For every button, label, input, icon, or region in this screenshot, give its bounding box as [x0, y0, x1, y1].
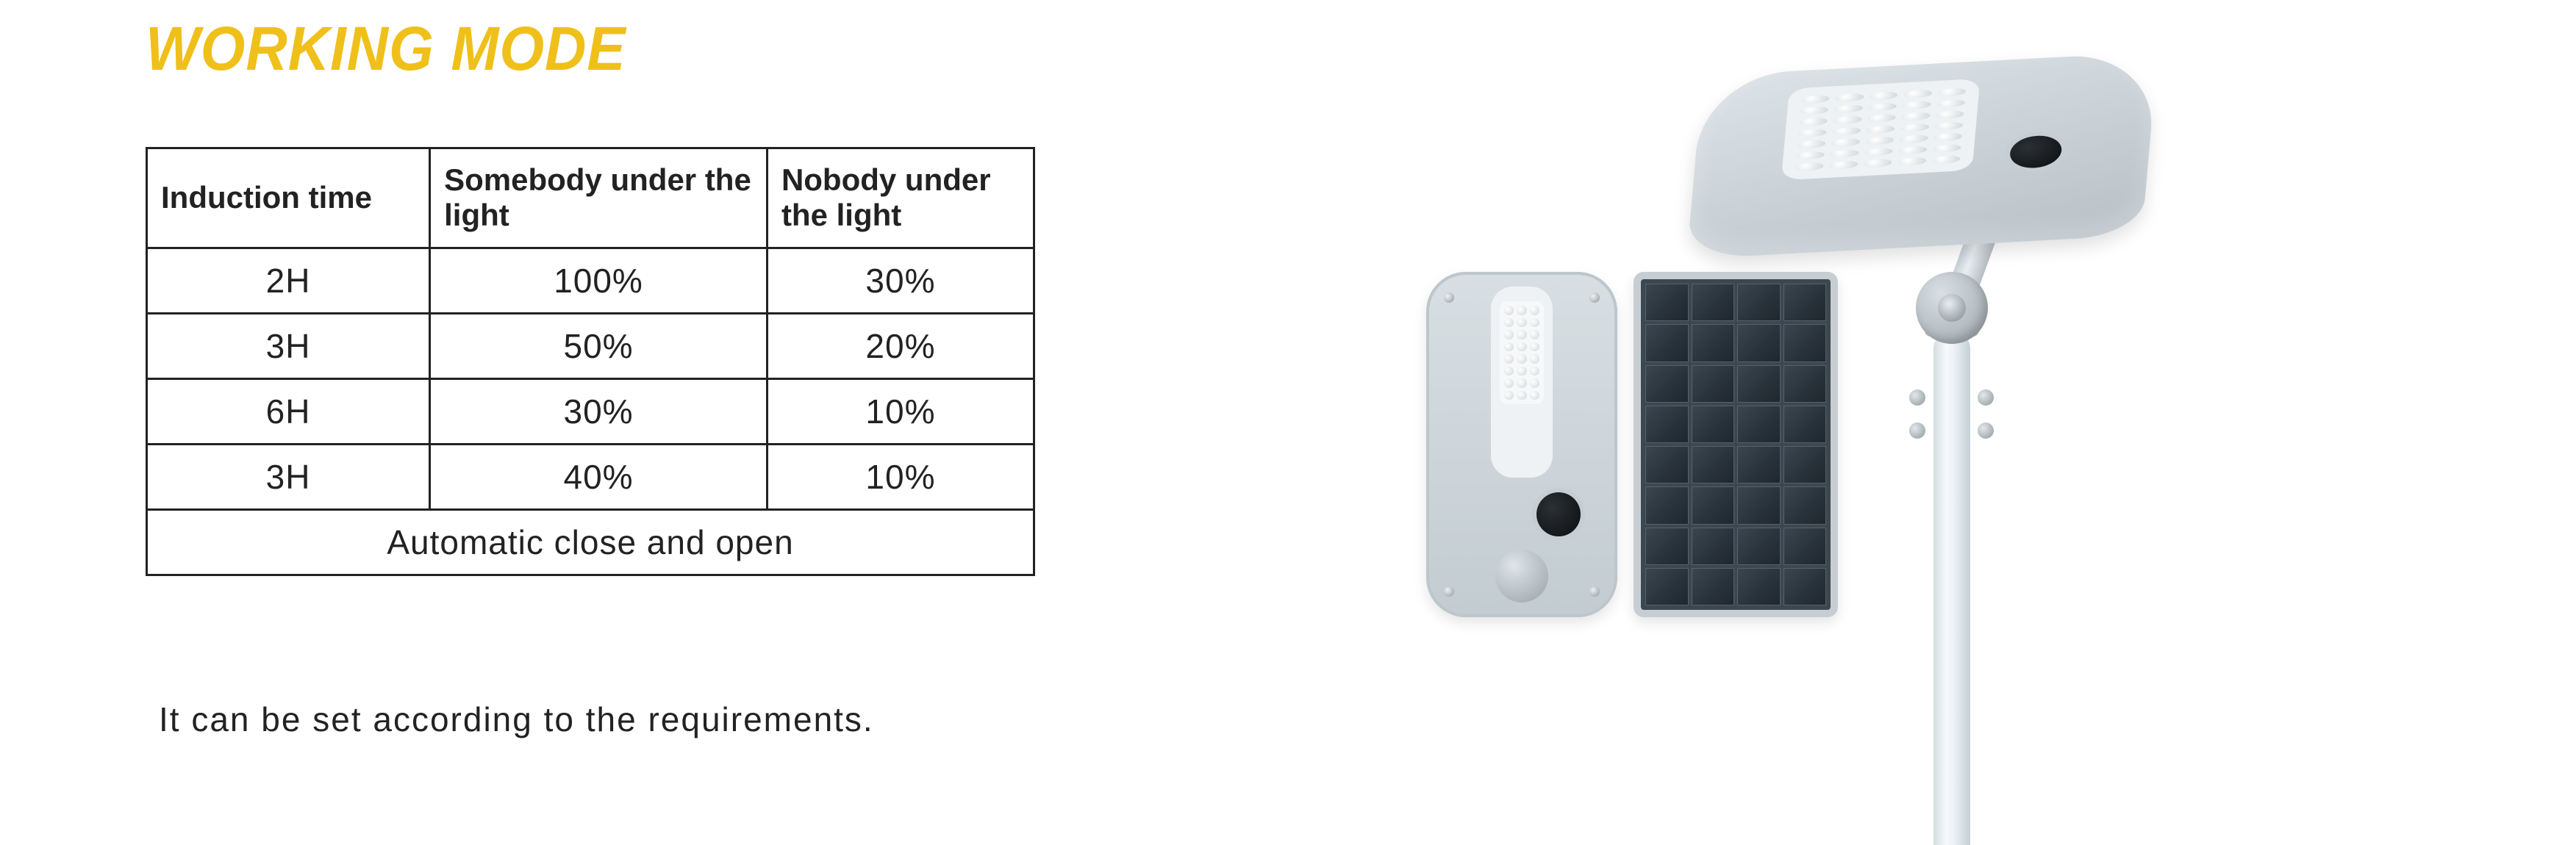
cell-time: 3H: [147, 444, 430, 509]
cell-nobody: 30%: [767, 248, 1034, 313]
table-header-row: Induction time Somebody under the light …: [147, 148, 1034, 248]
cell-time: 2H: [147, 248, 430, 313]
col-header-induction-time: Induction time: [147, 148, 430, 248]
lamp-front-view: [1426, 272, 1617, 617]
cell-somebody: 100%: [430, 248, 768, 313]
pole-bolt: [1909, 389, 1925, 406]
mount-hinge: [1495, 550, 1548, 603]
product-illustration: [1397, 0, 2500, 805]
table-row: 3H 50% 20%: [147, 313, 1034, 378]
screw-icon: [1444, 586, 1454, 597]
lamp-led-array: [1781, 79, 1981, 180]
table-row: 6H 30% 10%: [147, 378, 1034, 444]
table-caption: It can be set according to the requireme…: [159, 700, 874, 739]
screw-icon: [1589, 292, 1600, 303]
mount-bracket: [1916, 272, 1988, 344]
table-footer-row: Automatic close and open: [147, 509, 1034, 575]
working-mode-table: Induction time Somebody under the light …: [146, 147, 1035, 576]
lamp-front-led-array: [1500, 301, 1544, 404]
page: WORKING MODE Induction time Somebody und…: [0, 0, 2576, 805]
cell-somebody: 40%: [430, 444, 768, 509]
cell-time: 6H: [147, 378, 430, 444]
col-header-somebody: Somebody under the light: [430, 148, 768, 248]
pir-sensor-icon: [1536, 492, 1581, 536]
screw-icon: [1589, 586, 1600, 597]
section-heading: WORKING MODE: [146, 13, 626, 84]
cell-somebody: 30%: [430, 378, 768, 444]
working-mode-table-wrap: Induction time Somebody under the light …: [146, 147, 1035, 576]
pole-bolt: [1909, 422, 1925, 439]
table-row: 2H 100% 30%: [147, 248, 1034, 313]
cell-somebody: 50%: [430, 313, 768, 378]
col-header-nobody: Nobody under the light: [767, 148, 1034, 248]
table-row: 3H 40% 10%: [147, 444, 1034, 509]
solar-panel: [1634, 272, 1838, 617]
lamp-pole: [1933, 331, 1970, 845]
cell-nobody: 20%: [767, 313, 1034, 378]
table-footer: Automatic close and open: [147, 509, 1034, 575]
pole-bolt: [1978, 422, 1994, 439]
pole-bolt: [1978, 389, 1994, 406]
screw-icon: [1444, 292, 1454, 303]
cell-time: 3H: [147, 313, 430, 378]
cell-nobody: 10%: [767, 444, 1034, 509]
cell-nobody: 10%: [767, 378, 1034, 444]
lamp-head-perspective: [1686, 52, 2158, 259]
